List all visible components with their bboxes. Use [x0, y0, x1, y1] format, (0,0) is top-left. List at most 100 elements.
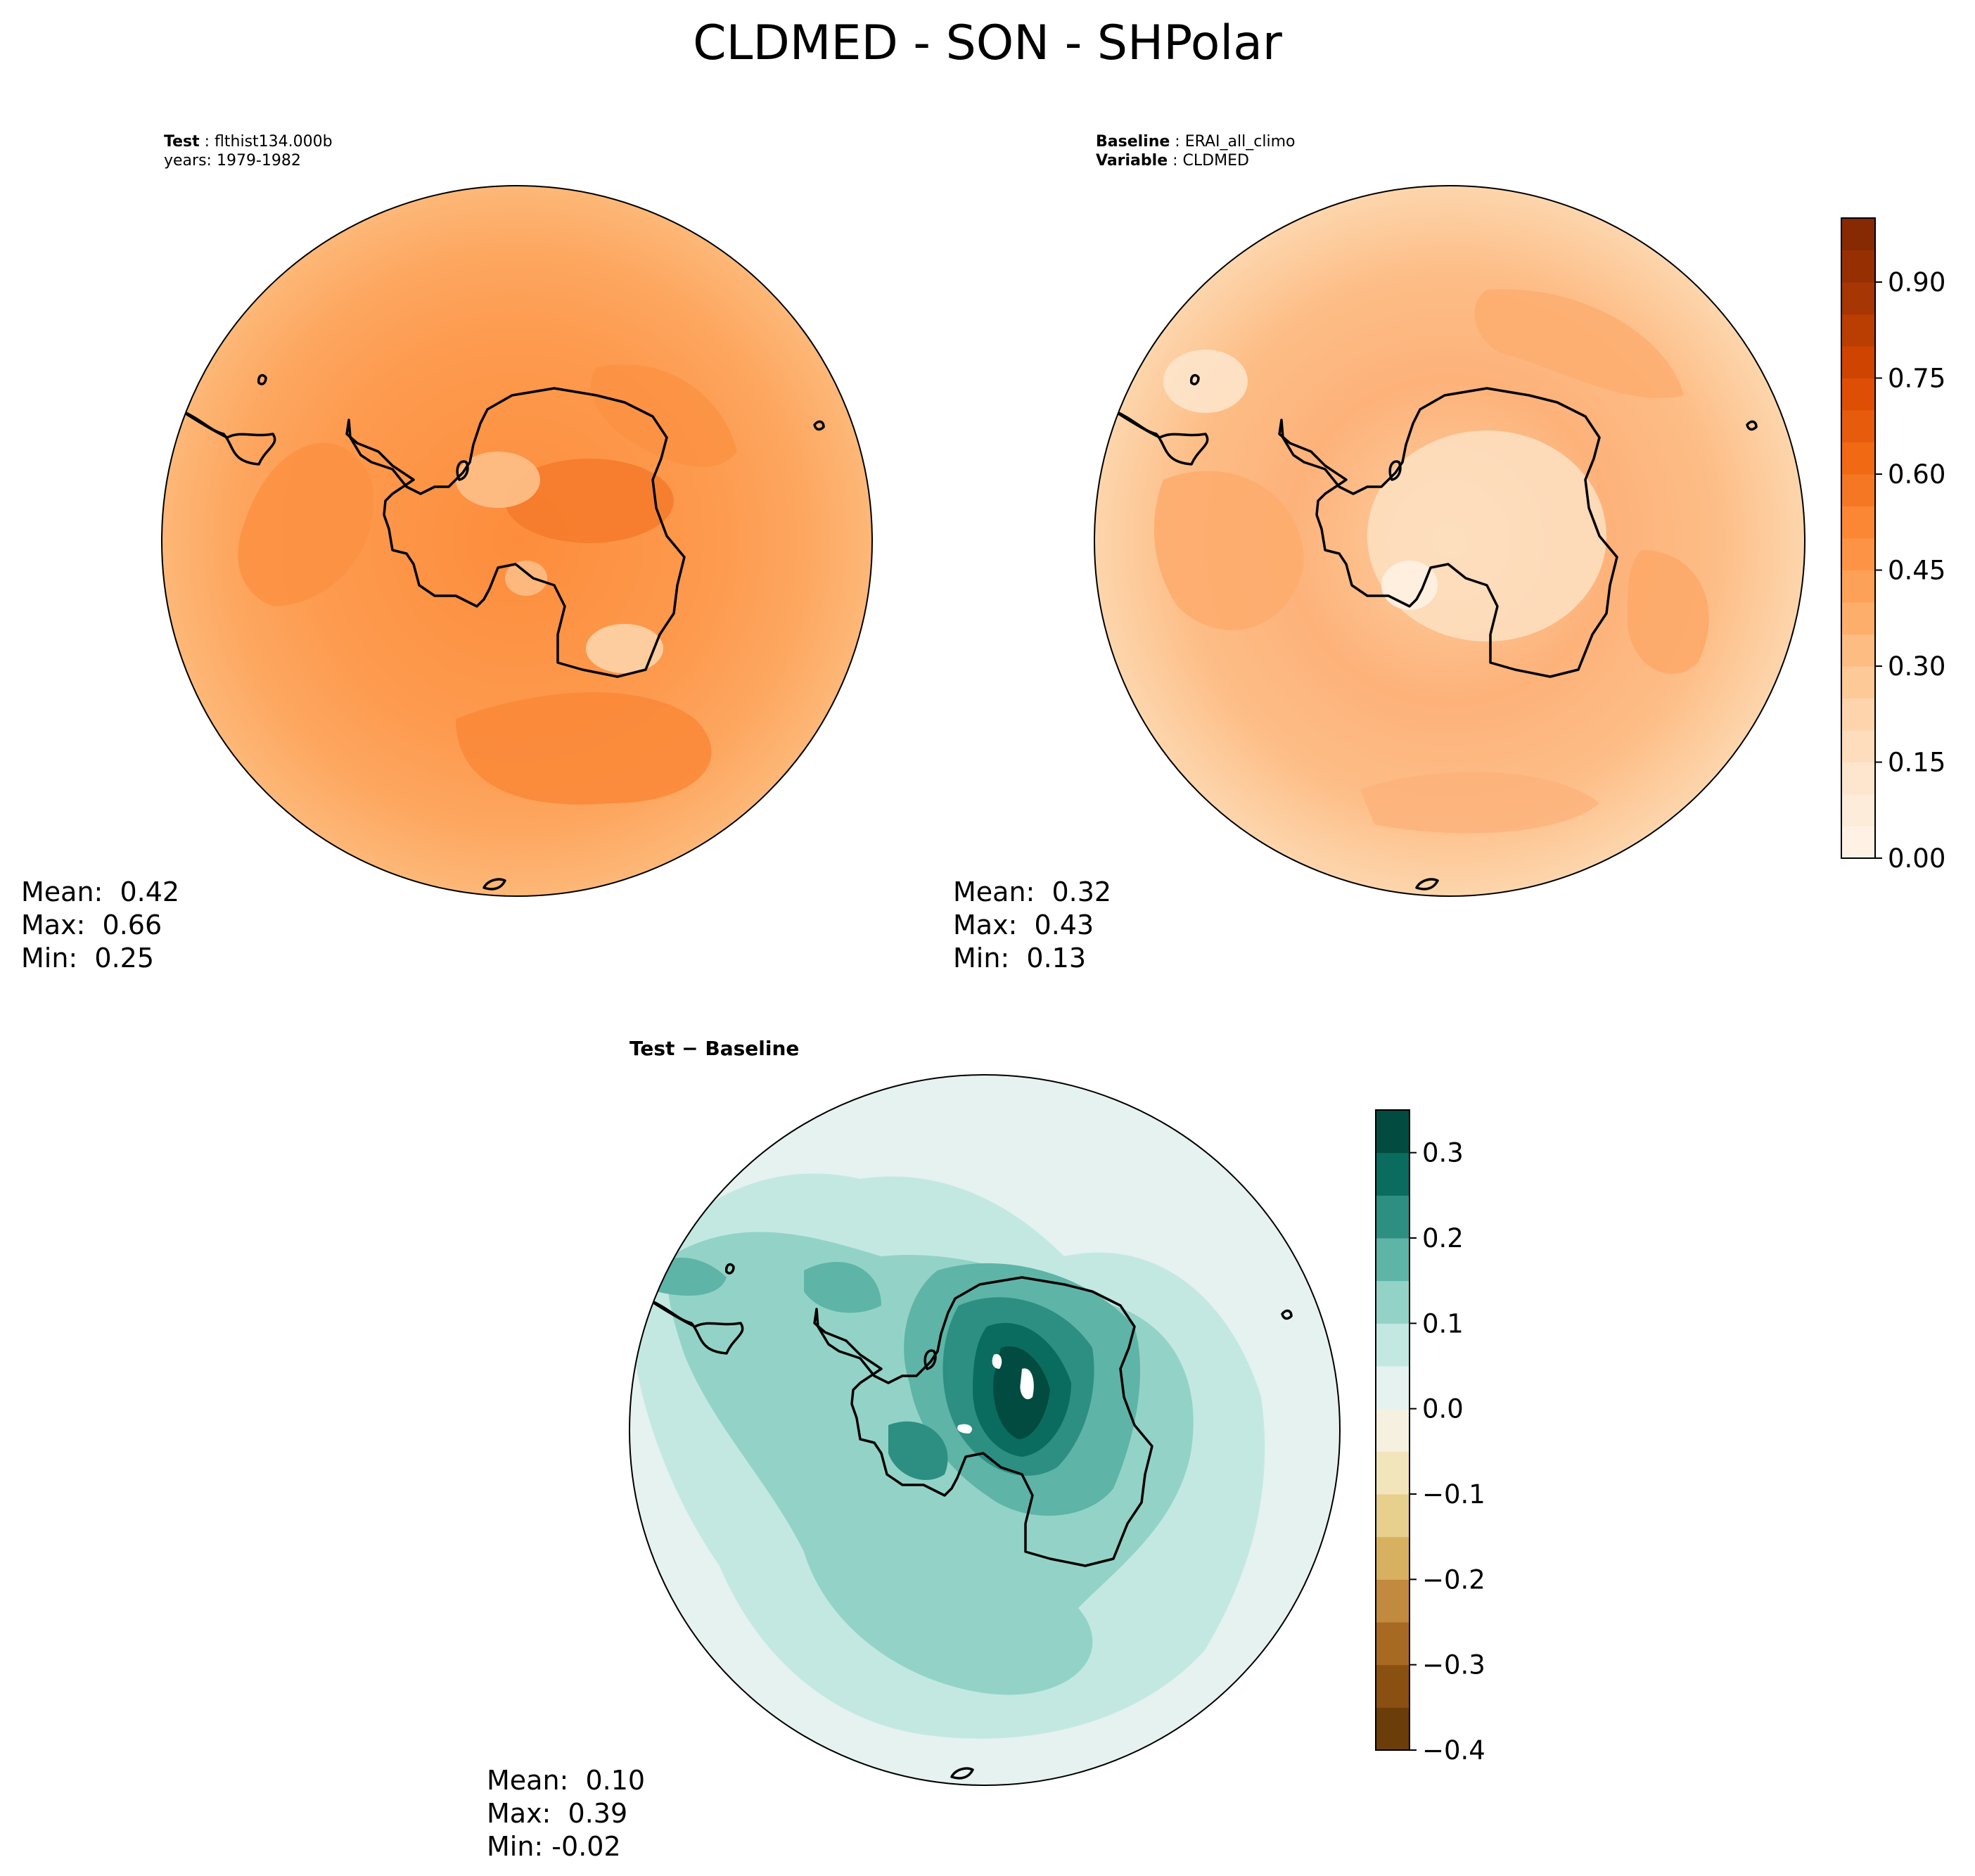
difference-map [629, 1074, 1341, 1786]
test-field-low [586, 624, 663, 673]
colorbar-difference-tick-label: 0.2 [1422, 1223, 1464, 1253]
test-field-base [162, 186, 872, 896]
colorbar-absolute-tick-label: 0.75 [1888, 364, 1945, 394]
variable-header-value: CLDMED [1182, 152, 1249, 170]
colorbar-difference-swatch [1376, 1323, 1410, 1367]
colorbar-absolute-tick-label: 0.00 [1888, 843, 1945, 874]
colorbar-absolute-swatch [1841, 602, 1875, 634]
diff-field-high [888, 1421, 948, 1481]
test-field-low [456, 452, 540, 508]
variable-header-label: Variable [1096, 152, 1168, 170]
colorbar-absolute-swatch [1841, 794, 1875, 827]
colorbar-difference-swatch [1376, 1622, 1410, 1666]
baseline-map-boundary [1094, 185, 1805, 897]
test-field-band [456, 692, 712, 805]
test-field-band [591, 364, 737, 467]
colorbar-absolute-frame [1841, 217, 1876, 859]
colorbar-difference-tick-label: 0.3 [1422, 1138, 1464, 1168]
south-america-tip [648, 1298, 744, 1355]
island-outline [813, 420, 825, 431]
island-outline [923, 1349, 937, 1370]
colorbar-difference-tick-label: −0.2 [1422, 1564, 1485, 1595]
colorbar-difference-swatch [1376, 1579, 1410, 1623]
diff-max: Max: 0.39 [487, 1798, 628, 1829]
test-header-years: years: 1979-1982 [164, 152, 301, 170]
colorbar-difference-tick-label: −0.3 [1422, 1650, 1485, 1680]
colorbar-absolute-swatch [1841, 442, 1875, 475]
colorbar-absolute-tick-label: 0.30 [1888, 651, 1945, 682]
island-outline [724, 1263, 735, 1275]
baseline-field-low [1163, 350, 1248, 413]
colorbar-absolute-swatch [1841, 346, 1875, 378]
test-max: Max: 0.66 [21, 910, 162, 940]
diff-stats: Mean: 0.10 Max: 0.39 Min: -0.02 [487, 1764, 645, 1863]
colorbar-difference-swatch [1376, 1152, 1410, 1196]
colorbar-difference-tick-label: 0.1 [1422, 1308, 1464, 1339]
test-field-band [238, 442, 374, 606]
colorbar-difference-swatch [1376, 1366, 1410, 1410]
colorbar-difference-swatch [1376, 1707, 1410, 1751]
test-mean: Mean: 0.42 [21, 876, 180, 907]
island-outline [1415, 878, 1439, 891]
baseline-header-value: ERAI_all_climo [1184, 133, 1296, 151]
colorbar-absolute-swatch [1841, 314, 1875, 347]
island-outline [456, 460, 469, 481]
colorbar-absolute-swatch [1841, 474, 1875, 506]
colorbar-absolute-tick-label: 0.90 [1888, 267, 1945, 298]
test-panel-header: Test : flthist134.000b years: 1979-1982 [164, 133, 333, 170]
colorbar-absolute: 0.00 0.15 0.30 0.45 0.60 0.75 0.90 [1841, 217, 1945, 874]
colorbar-absolute-swatch [1841, 538, 1875, 570]
island-outline [1189, 374, 1200, 385]
colorbar-difference-swatch [1376, 1110, 1410, 1154]
antarctica-coastline [345, 387, 686, 678]
colorbar-absolute-swatch [1841, 666, 1875, 698]
colorbar-absolute-swatch [1841, 378, 1875, 411]
baseline-field-band [1360, 772, 1599, 834]
colorbar-difference-swatch [1376, 1451, 1410, 1495]
baseline-field-low [1381, 561, 1438, 610]
colorbar-difference-frame [1375, 1109, 1410, 1751]
figure-title: CLDMED - SON - SHPolar [693, 15, 1282, 71]
south-america-tip [180, 409, 276, 466]
island-outline [1281, 1309, 1293, 1320]
colorbar-absolute-swatch [1841, 730, 1875, 762]
baseline-field-band [1474, 289, 1684, 399]
diff-min: Min: -0.02 [487, 1831, 621, 1862]
colorbar-absolute-swatch [1841, 282, 1875, 314]
antarctica-coastline [813, 1276, 1153, 1567]
colorbar-absolute-tick-label: 0.15 [1888, 748, 1945, 778]
test-min: Min: 0.25 [21, 943, 154, 974]
island-outline [1388, 460, 1402, 481]
colorbar-difference-tick-label: −0.1 [1422, 1479, 1485, 1510]
antarctica-coastline [1278, 387, 1618, 678]
colorbar-absolute-swatch [1841, 698, 1875, 731]
test-map [161, 185, 873, 897]
baseline-stats: Mean: 0.32 Max: 0.43 Min: 0.13 [953, 876, 1111, 975]
diff-field-missing [992, 1354, 1002, 1369]
test-stats: Mean: 0.42 Max: 0.66 Min: 0.25 [21, 876, 179, 975]
island-outline [950, 1767, 974, 1780]
island-outline [482, 878, 506, 891]
test-header-label: Test [164, 133, 200, 151]
colorbar-difference-swatch [1376, 1238, 1410, 1282]
baseline-field-band [1153, 471, 1304, 630]
colorbar-absolute-swatch [1841, 218, 1875, 250]
island-outline [257, 374, 267, 385]
colorbar-absolute-swatch [1841, 762, 1875, 795]
difference-map-boundary [629, 1074, 1341, 1786]
baseline-mean: Mean: 0.32 [953, 876, 1112, 907]
baseline-panel-header: Baseline : ERAI_all_climo Variable : CLD… [1096, 133, 1296, 170]
diff-mean: Mean: 0.10 [487, 1765, 646, 1796]
colorbar-difference-swatch [1376, 1408, 1410, 1452]
colorbar-difference-tick-label: −0.4 [1422, 1735, 1485, 1766]
baseline-map [1094, 185, 1805, 897]
diff-field-missing [957, 1424, 973, 1434]
south-america-tip [1113, 409, 1209, 466]
test-header-value: flthist134.000b [215, 133, 333, 151]
colorbar-absolute-swatch [1841, 410, 1875, 442]
colorbar-absolute-swatch [1841, 634, 1875, 667]
colorbar-absolute-swatch [1841, 570, 1875, 603]
diff-panel-header: Test − Baseline [629, 1037, 800, 1060]
diff-field-high [804, 1262, 881, 1313]
colorbar-difference-tick-label: 0.0 [1422, 1394, 1464, 1424]
